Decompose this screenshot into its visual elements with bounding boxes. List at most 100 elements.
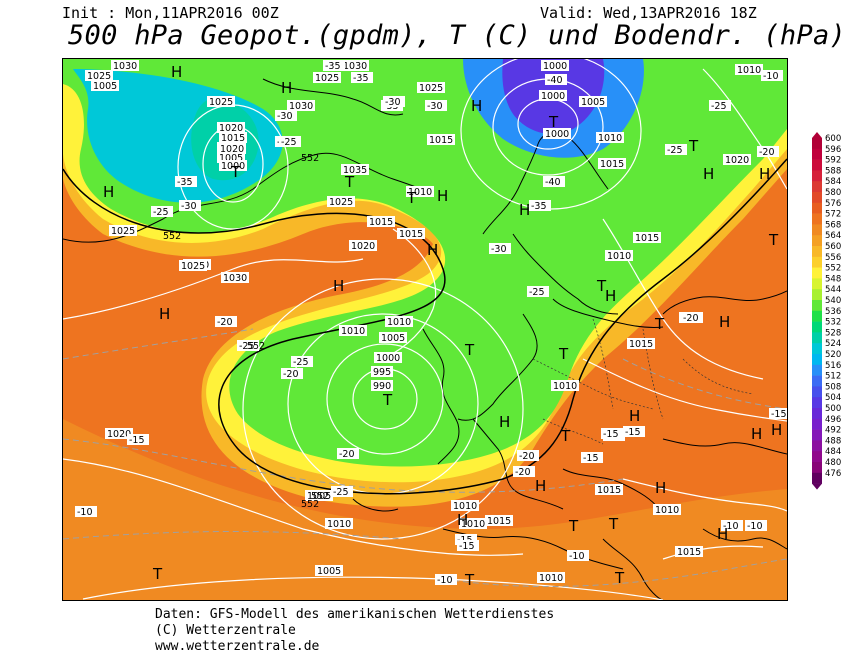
pressure-label: 1015: [635, 233, 659, 244]
scale-label: 496: [825, 415, 841, 425]
pressure-label: 1020: [725, 155, 749, 166]
pressure-label: 1010: [453, 501, 477, 512]
low-pressure-marker: T: [768, 231, 779, 249]
temperature-label: -10: [747, 521, 763, 532]
temperature-label-box: [513, 466, 535, 477]
scale-swatch: [812, 343, 822, 355]
pressure-label-box: [379, 332, 407, 343]
scale-label: 480: [825, 458, 841, 468]
temperature-label: -10: [723, 521, 739, 532]
pressure-label: 1015: [399, 229, 423, 240]
temperature-label: -15: [459, 541, 475, 552]
scale-swatch: [812, 354, 822, 366]
pressure-label-box: [305, 490, 333, 501]
temperature-label: -40: [547, 75, 563, 86]
scale-label: 544: [825, 285, 841, 295]
temperature-label: -10: [569, 551, 585, 562]
scale-label: 500: [825, 404, 841, 414]
valid-time: Valid: Wed,13APR2016 18Z: [540, 4, 757, 22]
high-pressure-marker: H: [629, 407, 640, 425]
scale-swatch: [812, 159, 822, 171]
pressure-label-box: [627, 338, 655, 349]
pressure-label: 1030: [223, 273, 247, 284]
pressure-label: 1010: [655, 505, 679, 516]
pressure-label: 1005: [381, 333, 405, 344]
low-pressure-marker: T: [344, 173, 355, 191]
pressure-label: 1000: [541, 91, 565, 102]
temperature-label-box: [127, 434, 149, 445]
temperature-label: -20: [759, 147, 775, 158]
scale-swatch: [812, 181, 822, 193]
pressure-label: 1010: [461, 519, 485, 530]
pressure-label-box: [221, 272, 249, 283]
pressure-label: 1030: [113, 61, 137, 72]
pressure-label: 1000: [221, 161, 245, 172]
pressure-label: 1010: [598, 133, 622, 144]
pressure-label: 1030: [289, 101, 313, 112]
init-time: Init : Mon,11APR2016 00Z: [62, 4, 279, 22]
pressure-label: 1015: [487, 516, 511, 527]
temperature-label-box: [281, 368, 303, 379]
scale-swatch: [812, 332, 822, 344]
weather-map: 1030102510301025102010151010100510001020…: [62, 58, 788, 601]
temperature-label-box: [323, 60, 345, 71]
high-pressure-marker: H: [457, 511, 468, 529]
scale-swatch: [812, 202, 822, 214]
color-scale-legend[interactable]: 600 596 592 588 584 580 576 572 568 564 560 556 552 5…: [812, 132, 848, 532]
pressure-label-box: [105, 428, 133, 439]
pressure-label: 1020: [351, 241, 375, 252]
pressure-label: 1005: [93, 81, 117, 92]
pressure-label-box: [315, 565, 343, 576]
pressure-label: 1010: [408, 187, 432, 198]
temperature-label-box: [745, 520, 767, 531]
pressure-label-box: [287, 100, 315, 111]
high-pressure-marker: H: [103, 183, 114, 201]
pressure-label: 1020: [220, 144, 244, 155]
temperature-label: -30: [491, 244, 507, 255]
pressure-label-box: [543, 128, 571, 139]
temperature-label-box: [545, 74, 567, 85]
pressure-label: 1025: [329, 197, 353, 208]
pressure-label-box: [385, 316, 413, 327]
temperature-label-box: [179, 200, 201, 211]
pressure-label: 1015: [369, 217, 393, 228]
pressure-label-box: [374, 352, 402, 363]
pressure-label: 1015: [677, 547, 701, 558]
temperature-label-box: [665, 144, 687, 155]
pressure-label: 1005: [581, 97, 605, 108]
color-scale-svg: 6005965925885845805765725685645605565525…: [812, 132, 841, 490]
scale-label: 524: [825, 339, 841, 349]
scale-label: 576: [825, 199, 841, 209]
pressure-label: 1005: [317, 566, 341, 577]
scale-swatch: [812, 451, 822, 463]
temperature-label: -25: [711, 101, 727, 112]
low-pressure-marker: T: [152, 565, 163, 583]
credits: Daten: GFS-Modell des amerikanischen Wet…: [155, 607, 554, 655]
temperature-label-box: [291, 356, 313, 367]
scale-label: 540: [825, 296, 841, 306]
scale-label: 516: [825, 361, 841, 371]
scale-label: 484: [825, 447, 841, 457]
scale-arrow-top: [812, 132, 822, 138]
low-pressure-marker: T: [558, 345, 569, 363]
low-pressure-marker: T: [464, 341, 475, 359]
scale-label: 584: [825, 177, 841, 187]
temperature-label: -15: [603, 429, 619, 440]
temperature-label: -20: [217, 317, 233, 328]
temperature-label: -25: [333, 487, 349, 498]
scale-label: 476: [825, 469, 841, 479]
scale-label: 536: [825, 307, 841, 317]
pressure-label: 1025: [111, 226, 135, 237]
pressure-label-box: [485, 515, 513, 526]
pressure-label-box: [735, 64, 763, 75]
scale-swatch: [812, 386, 822, 398]
pressure-label-box: [397, 228, 425, 239]
scale-label: 488: [825, 436, 841, 446]
temperature-label: -25: [281, 137, 297, 148]
temperature-label-box: [517, 450, 539, 461]
temperature-label: -35: [325, 61, 341, 72]
credit-website: www.wetterzentrale.de: [155, 639, 320, 654]
pressure-label-box: [579, 96, 607, 107]
low-pressure-marker: T: [596, 277, 607, 295]
temperature-label-box: [601, 428, 623, 439]
